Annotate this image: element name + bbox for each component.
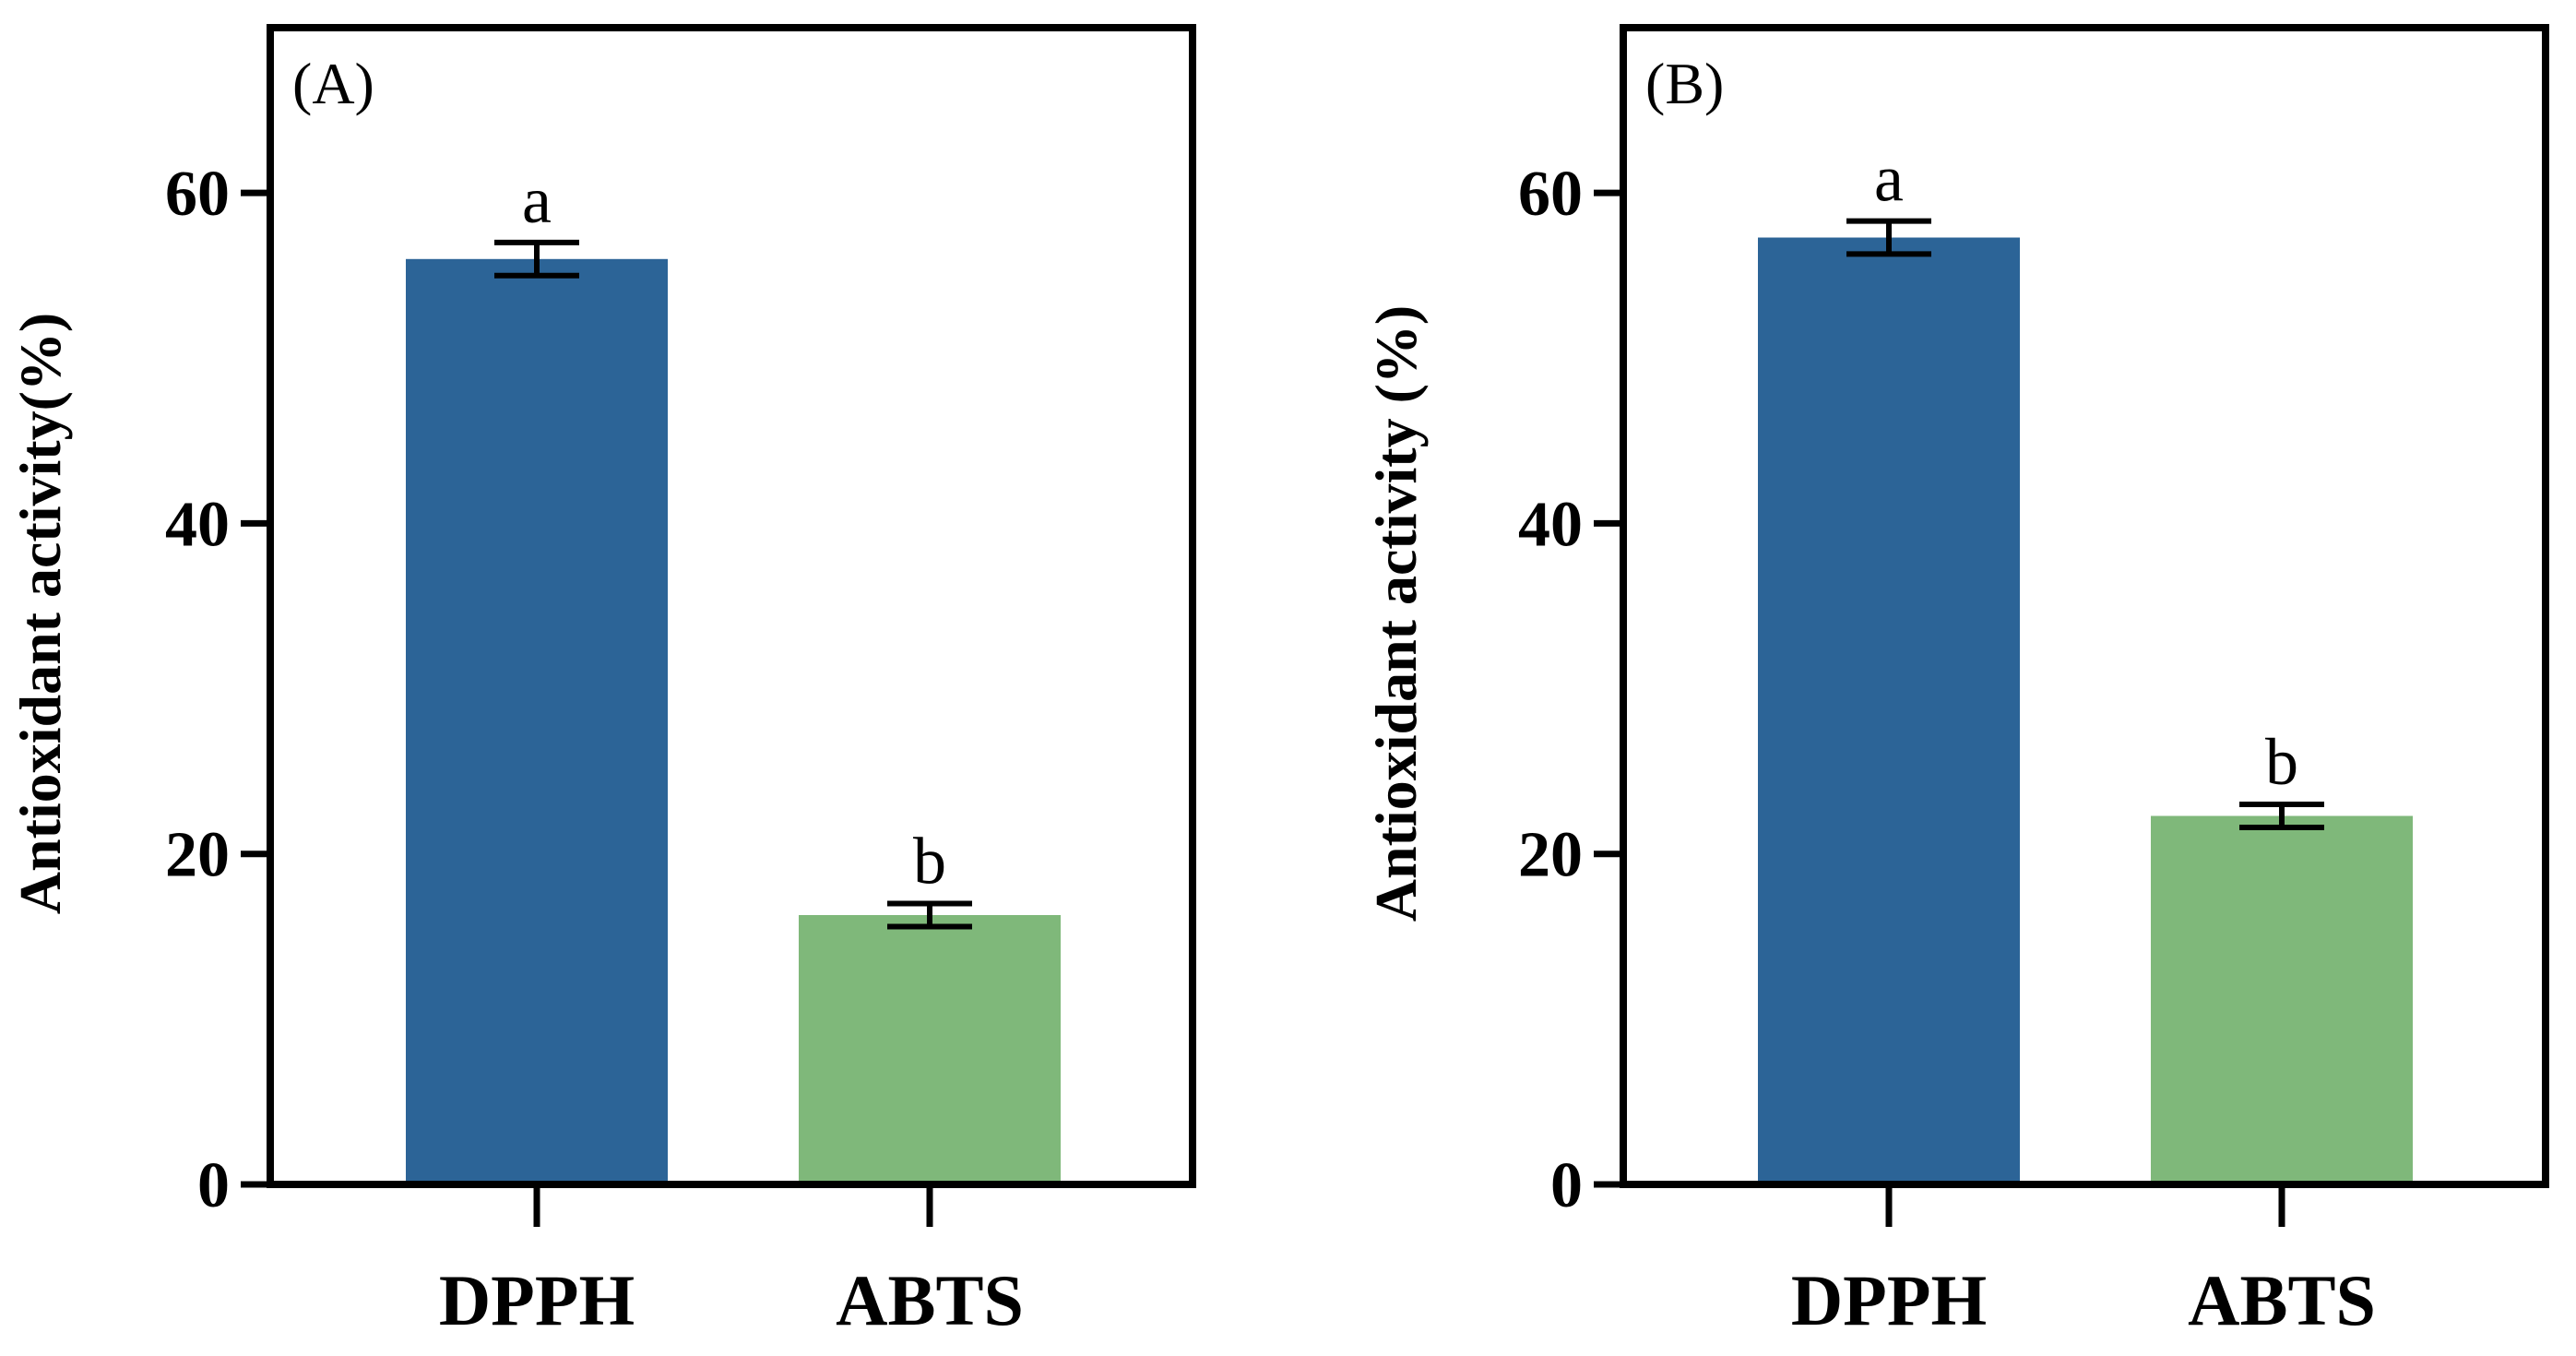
y-tick-label: 40 xyxy=(1518,489,1583,560)
error-bar-dpph xyxy=(1846,218,1931,257)
bar-abts xyxy=(799,914,1061,1184)
y-tick-label: 40 xyxy=(165,489,230,560)
x-category-label-abts: ABTS xyxy=(2188,1260,2376,1340)
panel-label: (A) xyxy=(292,51,374,116)
y-axis-label: Antioxidant activity(%) xyxy=(7,313,73,914)
error-bar-abts xyxy=(2239,801,2324,831)
bar-abts xyxy=(2151,815,2413,1184)
x-category-label-abts: ABTS xyxy=(836,1260,1024,1340)
x-category-label-dpph: DPPH xyxy=(1791,1260,1987,1340)
error-bar-abts xyxy=(887,900,972,930)
y-tick-label: 60 xyxy=(165,159,230,230)
y-axis-label: Antioxidant activity (%) xyxy=(1363,305,1429,922)
y-tick-label: 0 xyxy=(1550,1150,1583,1221)
plot-frame xyxy=(267,24,1196,1188)
significance-label-abts: b xyxy=(913,824,946,898)
bar-dpph xyxy=(1758,237,2020,1184)
y-tick-label: 0 xyxy=(197,1150,230,1221)
error-bar-dpph xyxy=(494,239,579,279)
significance-label-dpph: a xyxy=(1874,142,1904,216)
panel-a: a b 0 20 40 60 DPPH ABTS Antioxidant activity(%)… xyxy=(7,24,1196,1340)
y-tick-label: 20 xyxy=(165,820,230,891)
y-tick-label: 60 xyxy=(1518,159,1583,230)
panel-label: (B) xyxy=(1645,51,1724,116)
panel-b: a b 0 20 40 60 DPPH ABTS Antioxidant activity (%… xyxy=(1363,24,2549,1340)
plot-frame xyxy=(1620,24,2549,1188)
bar-dpph xyxy=(406,258,668,1184)
significance-label-abts: b xyxy=(2265,725,2298,799)
significance-label-dpph: a xyxy=(522,163,552,237)
x-category-label-dpph: DPPH xyxy=(439,1260,635,1340)
y-tick-label: 20 xyxy=(1518,820,1583,891)
